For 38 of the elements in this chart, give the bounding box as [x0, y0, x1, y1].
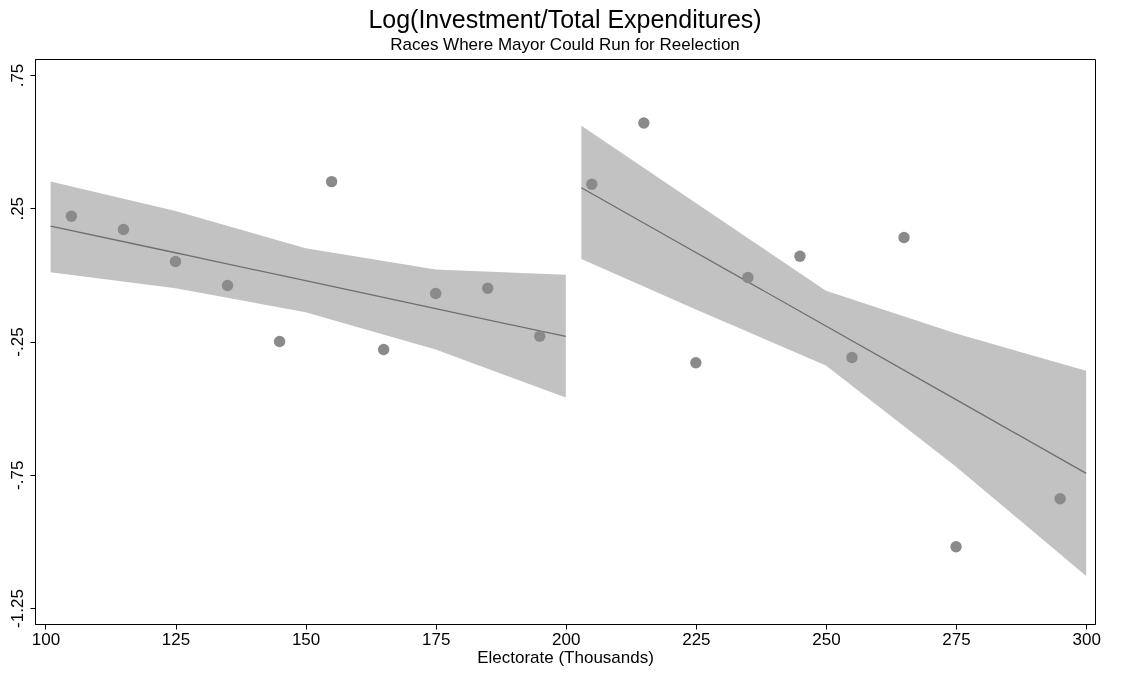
point: [534, 330, 546, 342]
point: [482, 282, 494, 294]
point: [742, 271, 754, 284]
point: [794, 250, 806, 262]
point: [65, 210, 78, 222]
point: [169, 255, 182, 268]
point: [429, 287, 442, 300]
y-tick-label: .25: [7, 196, 27, 221]
x-tick-label: 250: [812, 629, 841, 649]
point: [377, 343, 390, 356]
point: [1054, 493, 1066, 505]
x-tick-label: 300: [1072, 629, 1101, 649]
y-tick-label: -.75: [7, 460, 27, 490]
point: [898, 231, 910, 244]
x-tick-label: 175: [422, 629, 451, 649]
line-series: [49, 225, 567, 338]
point: [690, 357, 702, 369]
x-tick-label: 200: [552, 629, 581, 649]
x-tick-label: 125: [161, 629, 191, 649]
x-tick-label: 225: [682, 629, 711, 649]
x-tick-label: 150: [291, 629, 321, 649]
chart-subtitle: Races Where Mayor Could Run for Reelection: [390, 35, 740, 54]
line-series: [580, 187, 1087, 475]
point: [950, 541, 962, 553]
chart-title: Log(Investment/Total Expenditures): [368, 5, 762, 33]
x-axis-title: Electorate (Thousands): [477, 647, 654, 667]
point: [117, 223, 130, 236]
point: [586, 178, 598, 190]
y-tick-label: -1.25: [7, 589, 27, 628]
point: [273, 335, 286, 348]
x-tick-label: 275: [942, 629, 971, 649]
point: [221, 279, 234, 292]
y-tick-label: .75: [7, 63, 27, 88]
x-tick-label: 100: [31, 629, 61, 649]
point: [325, 175, 338, 188]
y-tick-label: -.25: [7, 327, 27, 357]
point: [638, 117, 650, 129]
point: [846, 351, 858, 364]
